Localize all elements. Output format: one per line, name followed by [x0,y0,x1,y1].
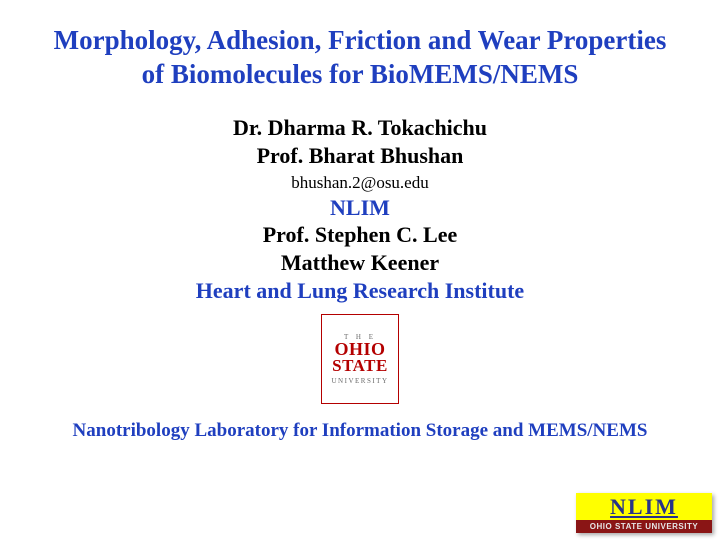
badge-university-text: OHIO STATE UNIVERSITY [576,520,712,533]
slide: Morphology, Adhesion, Friction and Wear … [0,0,720,540]
institute-name: Heart and Lung Research Institute [40,278,680,304]
laboratory-name: Nanotribology Laboratory for Information… [40,420,680,442]
presentation-title: Morphology, Adhesion, Friction and Wear … [40,24,680,92]
logo-state: STATE [332,358,388,374]
author-email: bhushan.2@osu.edu [40,173,680,193]
author-line-3: Prof. Stephen C. Lee [40,221,680,250]
logo-university: UNIVERSITY [332,377,389,385]
author-line-4: Matthew Keener [40,249,680,278]
osu-logo-container: T H E OHIO STATE UNIVERSITY [40,314,680,404]
osu-logo: T H E OHIO STATE UNIVERSITY [321,314,399,404]
author-line-2: Prof. Bharat Bhushan [40,142,680,171]
nlim-badge: NLIM OHIO STATE UNIVERSITY [576,493,712,533]
nlim-affiliation: NLIM [40,195,680,221]
author-line-1: Dr. Dharma R. Tokachichu [40,114,680,143]
badge-nlim-text: NLIM [576,493,712,520]
